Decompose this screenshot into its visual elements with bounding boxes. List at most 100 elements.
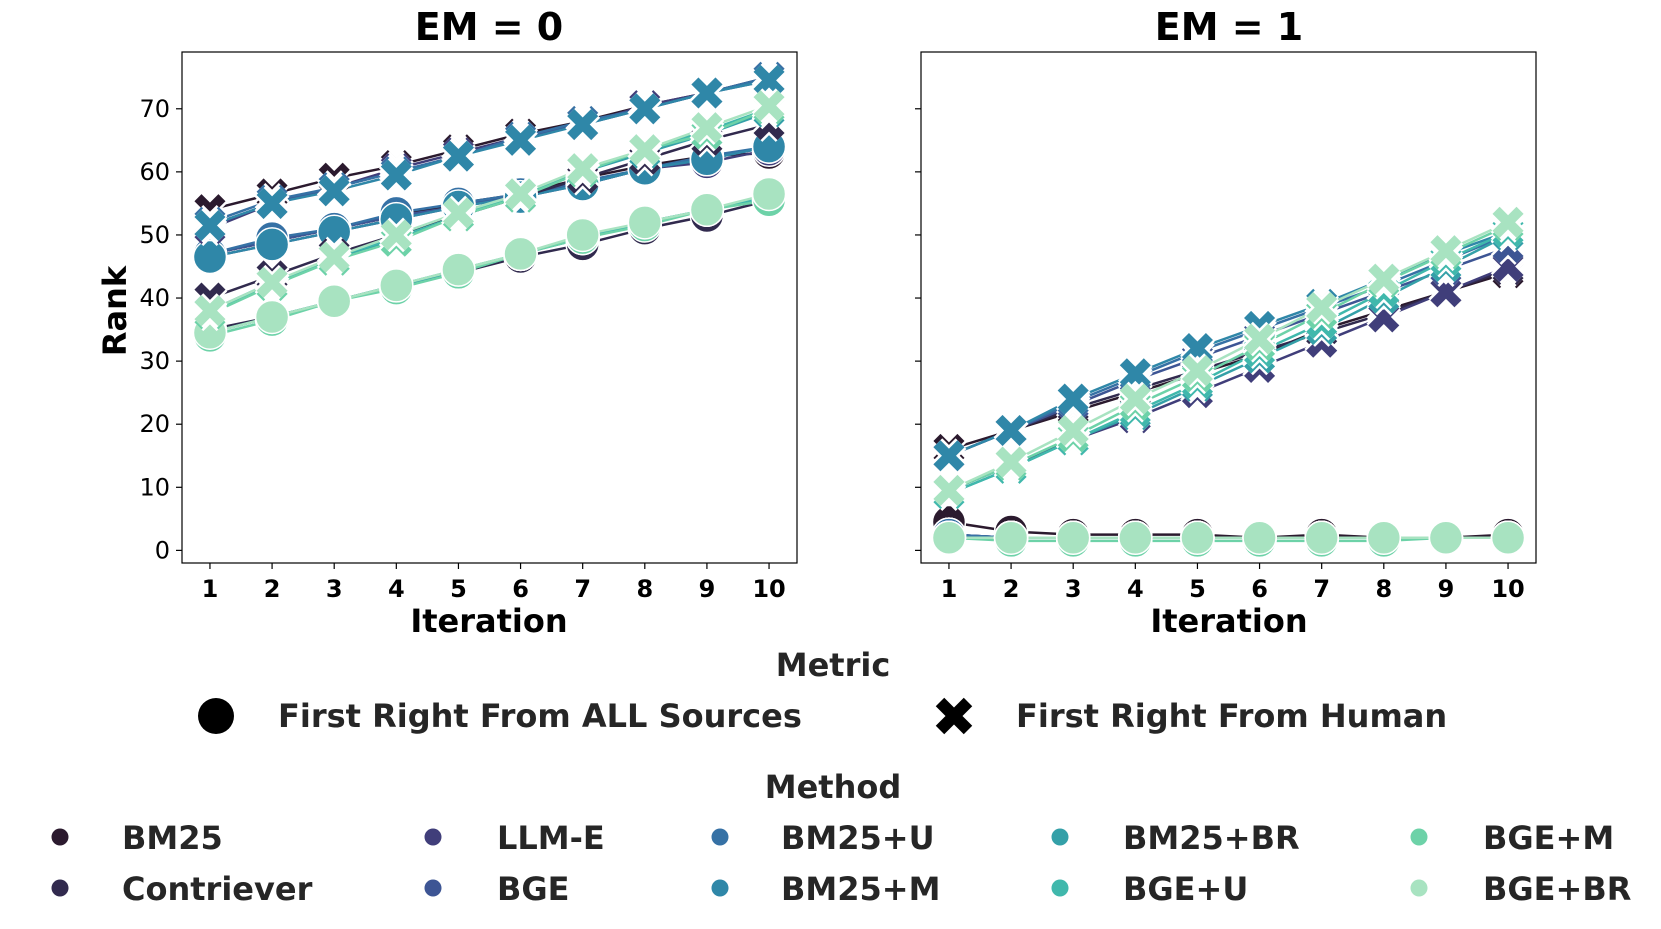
x-marker [629, 134, 661, 166]
series-line [948, 265, 1509, 492]
x-tick-label: 9 [1438, 575, 1455, 603]
x-marker [194, 295, 226, 327]
x-marker [1119, 383, 1151, 415]
series-markers [192, 59, 787, 354]
x-marker [1244, 323, 1276, 355]
x-marker [505, 124, 537, 156]
x-marker [1119, 358, 1151, 390]
legend-circle-marker [198, 698, 234, 734]
legend-method-item: BGE+BR [1410, 870, 1631, 908]
legend-method-item: BGE+U [1051, 870, 1248, 908]
legend-method-dot [424, 879, 442, 897]
panel-title: EM = 1 [1155, 5, 1304, 49]
legend-method-item: BM25 [51, 819, 223, 857]
x-marker [256, 266, 288, 298]
panel-em1: EM = 1 Iteration 1 2 3 4 5 6 7 8 9 10 [915, 5, 1537, 640]
x-marker [753, 64, 785, 96]
y-tick-label: 0 [155, 536, 170, 564]
legend-method-label: BM25+BR [1123, 819, 1300, 857]
legend-method-item: BGE+M [1410, 819, 1614, 857]
x-marker [691, 77, 723, 109]
x-marker [442, 197, 474, 229]
legend-method-item: BM25+U [711, 819, 935, 857]
legend-metric-item-x: First Right From Human [935, 697, 1447, 735]
legend-method-item: Contriever [51, 870, 313, 908]
plot-frame [920, 51, 1537, 564]
circle-marker [1428, 520, 1464, 556]
legend-method-item: BM25+BR [1051, 819, 1300, 857]
x-tick-label: 7 [1313, 575, 1330, 603]
circle-marker [441, 252, 476, 287]
series-lines [209, 76, 770, 338]
legend-method-dot [711, 828, 729, 846]
legend-metric-title: Metric [776, 646, 891, 684]
series-line [948, 536, 1509, 543]
circle-marker [254, 227, 290, 262]
x-marker [933, 440, 965, 472]
series-line [948, 246, 1509, 457]
circle-marker [1490, 520, 1526, 556]
series-markers [931, 205, 1526, 559]
circle-marker [751, 176, 787, 212]
x-tick-label: 1 [202, 575, 219, 603]
circle-marker [627, 205, 663, 240]
x-marker [1306, 291, 1338, 324]
x-tick-label: 3 [326, 575, 343, 603]
circle-marker [689, 192, 725, 227]
panel-title: EM = 0 [415, 5, 564, 49]
series-line [948, 224, 1509, 492]
legend-method-item: BM25+M [711, 870, 940, 908]
x-tick-label: 1 [941, 575, 958, 603]
legend: Metric First Right From ALL Sources Firs… [51, 646, 1631, 908]
x-tick-label: 5 [1189, 575, 1206, 603]
series-line [209, 192, 770, 334]
circle-marker [1304, 520, 1339, 556]
series-line [948, 520, 1509, 540]
x-tick-label: 6 [1251, 575, 1268, 603]
series-line [209, 145, 770, 256]
series-line [209, 79, 770, 227]
x-marker [256, 187, 288, 219]
x-tick-label: 10 [1491, 575, 1524, 603]
x-marker [1368, 263, 1400, 295]
circle-marker [1366, 520, 1402, 556]
series-line [948, 221, 1509, 492]
legend-x-marker [935, 697, 973, 735]
series-line [209, 199, 770, 338]
y-tick-label: 30 [139, 347, 170, 375]
series-line [209, 123, 770, 300]
legend-method-dot [1410, 879, 1428, 897]
x-tick-label: 3 [1065, 575, 1082, 603]
x-marker [318, 175, 350, 207]
y-axis-label: Rank [96, 265, 134, 356]
x-marker [567, 153, 599, 185]
legend-method-items: BM25 Contriever LLM-E BGE BM25+U BM25+M BM25+B… [51, 819, 1631, 908]
legend-method-label: LLM-E [497, 819, 605, 857]
x-tick-label: 5 [450, 575, 467, 603]
circle-marker [316, 283, 352, 319]
series-line [948, 233, 1509, 457]
y-tick-label: 40 [139, 284, 170, 312]
legend-method-label: BM25+U [781, 819, 935, 857]
x-tick-label: 4 [1127, 575, 1144, 603]
x-marker [1430, 235, 1462, 267]
x-marker [995, 446, 1027, 478]
x-tick-label: 8 [1375, 575, 1392, 603]
series-line [209, 145, 770, 259]
legend-method-label: Contriever [122, 870, 313, 908]
legend-method-label: BGE+U [1123, 870, 1248, 908]
series-lines [948, 221, 1509, 543]
x-tick-label: 6 [512, 575, 529, 603]
y-tick-label: 20 [139, 410, 170, 438]
x-marker [505, 178, 537, 210]
x-marker [933, 474, 965, 506]
circle-marker [379, 268, 414, 303]
legend-method-dot [424, 828, 442, 846]
circle-marker [993, 520, 1029, 556]
x-marker [995, 414, 1027, 447]
x-tick-label: 7 [574, 575, 591, 603]
x-marker [318, 241, 350, 273]
x-tick-label: 9 [699, 575, 716, 603]
circle-marker [254, 299, 290, 335]
